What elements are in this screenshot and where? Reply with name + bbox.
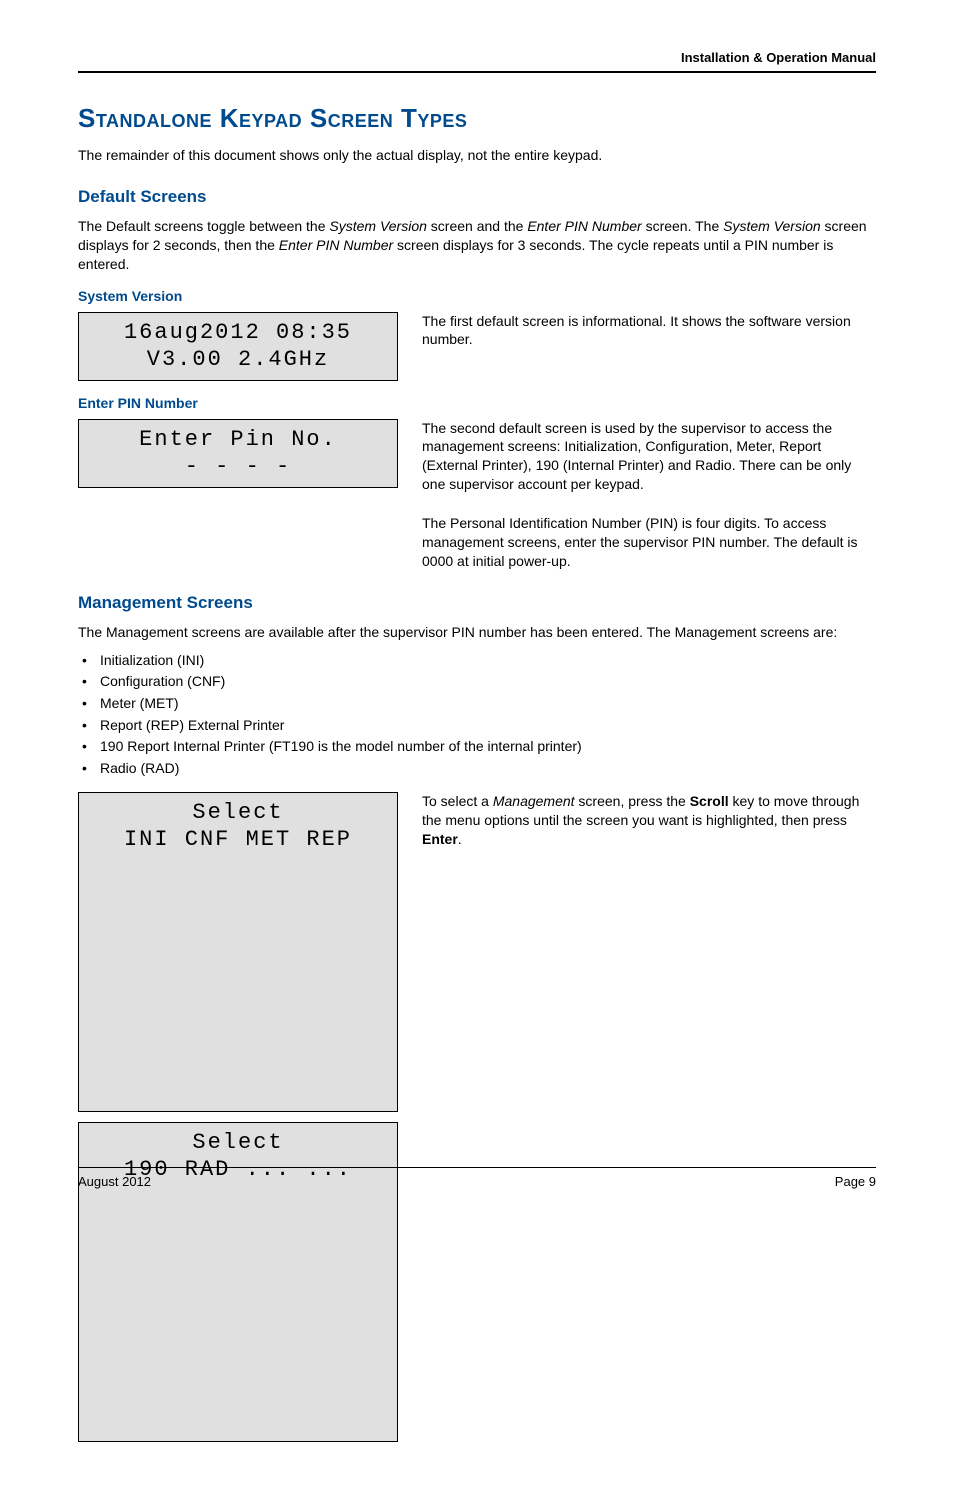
- list-item: Configuration (CNF): [100, 671, 876, 693]
- header-manual-title: Installation & Operation Manual: [78, 50, 876, 65]
- list-item: 190 Report Internal Printer (FT190 is th…: [100, 736, 876, 758]
- lcd-system-version: 16aug2012 08:35 V3.00 2.4GHz: [78, 312, 398, 381]
- lcd-line: Select: [79, 1129, 397, 1157]
- lcd-line: 16aug2012 08:35: [79, 319, 397, 347]
- lcd-select-1: Select INI CNF MET REP: [78, 792, 398, 1112]
- management-intro: The Management screens are available aft…: [78, 623, 876, 642]
- footer-page: Page 9: [835, 1174, 876, 1189]
- lcd-line: Select: [79, 799, 397, 827]
- enter-pin-desc-2: The Personal Identification Number (PIN)…: [422, 514, 876, 571]
- list-item: Radio (RAD): [100, 758, 876, 780]
- system-version-desc: The first default screen is informationa…: [422, 312, 876, 350]
- lcd-line: Enter Pin No.: [79, 426, 397, 454]
- footer-rule: [78, 1167, 876, 1168]
- list-item: Meter (MET): [100, 693, 876, 715]
- management-desc: To select a Management screen, press the…: [422, 792, 876, 849]
- management-screens-heading: Management Screens: [78, 593, 876, 613]
- lcd-line: INI CNF MET REP: [79, 826, 397, 854]
- list-item: Initialization (INI): [100, 650, 876, 672]
- header-rule: [78, 71, 876, 73]
- lcd-enter-pin: Enter Pin No. - - - -: [78, 419, 398, 488]
- list-item: Report (REP) External Printer: [100, 715, 876, 737]
- enter-pin-desc-1: The second default screen is used by the…: [422, 419, 876, 495]
- intro-paragraph: The remainder of this document shows onl…: [78, 146, 876, 165]
- management-list: Initialization (INI) Configuration (CNF)…: [78, 650, 876, 780]
- default-screens-heading: Default Screens: [78, 187, 876, 207]
- footer-date: August 2012: [78, 1174, 151, 1189]
- system-version-heading: System Version: [78, 288, 876, 304]
- lcd-line: - - - -: [79, 453, 397, 481]
- lcd-line: V3.00 2.4GHz: [79, 346, 397, 374]
- default-screens-paragraph: The Default screens toggle between the S…: [78, 217, 876, 274]
- page-title: Standalone Keypad Screen Types: [78, 103, 876, 134]
- enter-pin-heading: Enter PIN Number: [78, 395, 876, 411]
